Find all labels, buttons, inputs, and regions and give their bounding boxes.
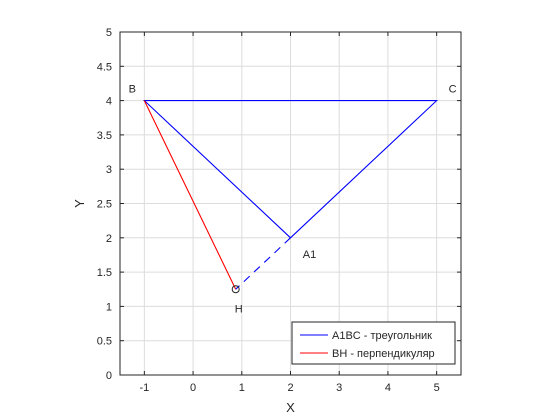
y-tick-label: 1 [106,301,112,313]
legend: A1BC - треугольник BH - перпендикуляр [292,322,455,364]
x-axis-label: X [286,400,295,415]
dashed-extension-line [236,238,291,289]
x-tick-label: 4 [385,382,391,394]
y-tick-label: 4.5 [97,61,112,73]
point-label-c: C [449,84,457,96]
x-tick-label: -1 [139,382,149,394]
point-label-a1: A1 [303,249,316,261]
legend-label-2: BH - перпендикуляр [332,348,435,360]
y-tick-label: 2 [106,233,112,245]
y-axis-label: Y [72,199,87,208]
y-tick-label: 2.5 [97,199,112,211]
x-tick-label: 0 [190,382,196,394]
point-label-b: B [129,84,136,96]
x-tick-label: 2 [287,382,293,394]
y-tick-label: 1.5 [97,267,112,279]
y-tick-label: 0 [106,370,112,382]
point-label-h: H [235,303,243,315]
y-tick-label: 5 [106,27,112,39]
x-tick-label: 5 [434,382,440,394]
x-tick-label: 1 [239,382,245,394]
y-tick-label: 3.5 [97,130,112,142]
legend-label-1: A1BC - треугольник [332,330,432,342]
y-tick-label: 0.5 [97,336,112,348]
x-tick-label: 3 [336,382,342,394]
y-tick-label: 3 [106,164,112,176]
y-tick-label: 4 [106,96,112,108]
point-labels: B C A1 H [129,84,457,316]
series-line-2 [144,101,235,290]
